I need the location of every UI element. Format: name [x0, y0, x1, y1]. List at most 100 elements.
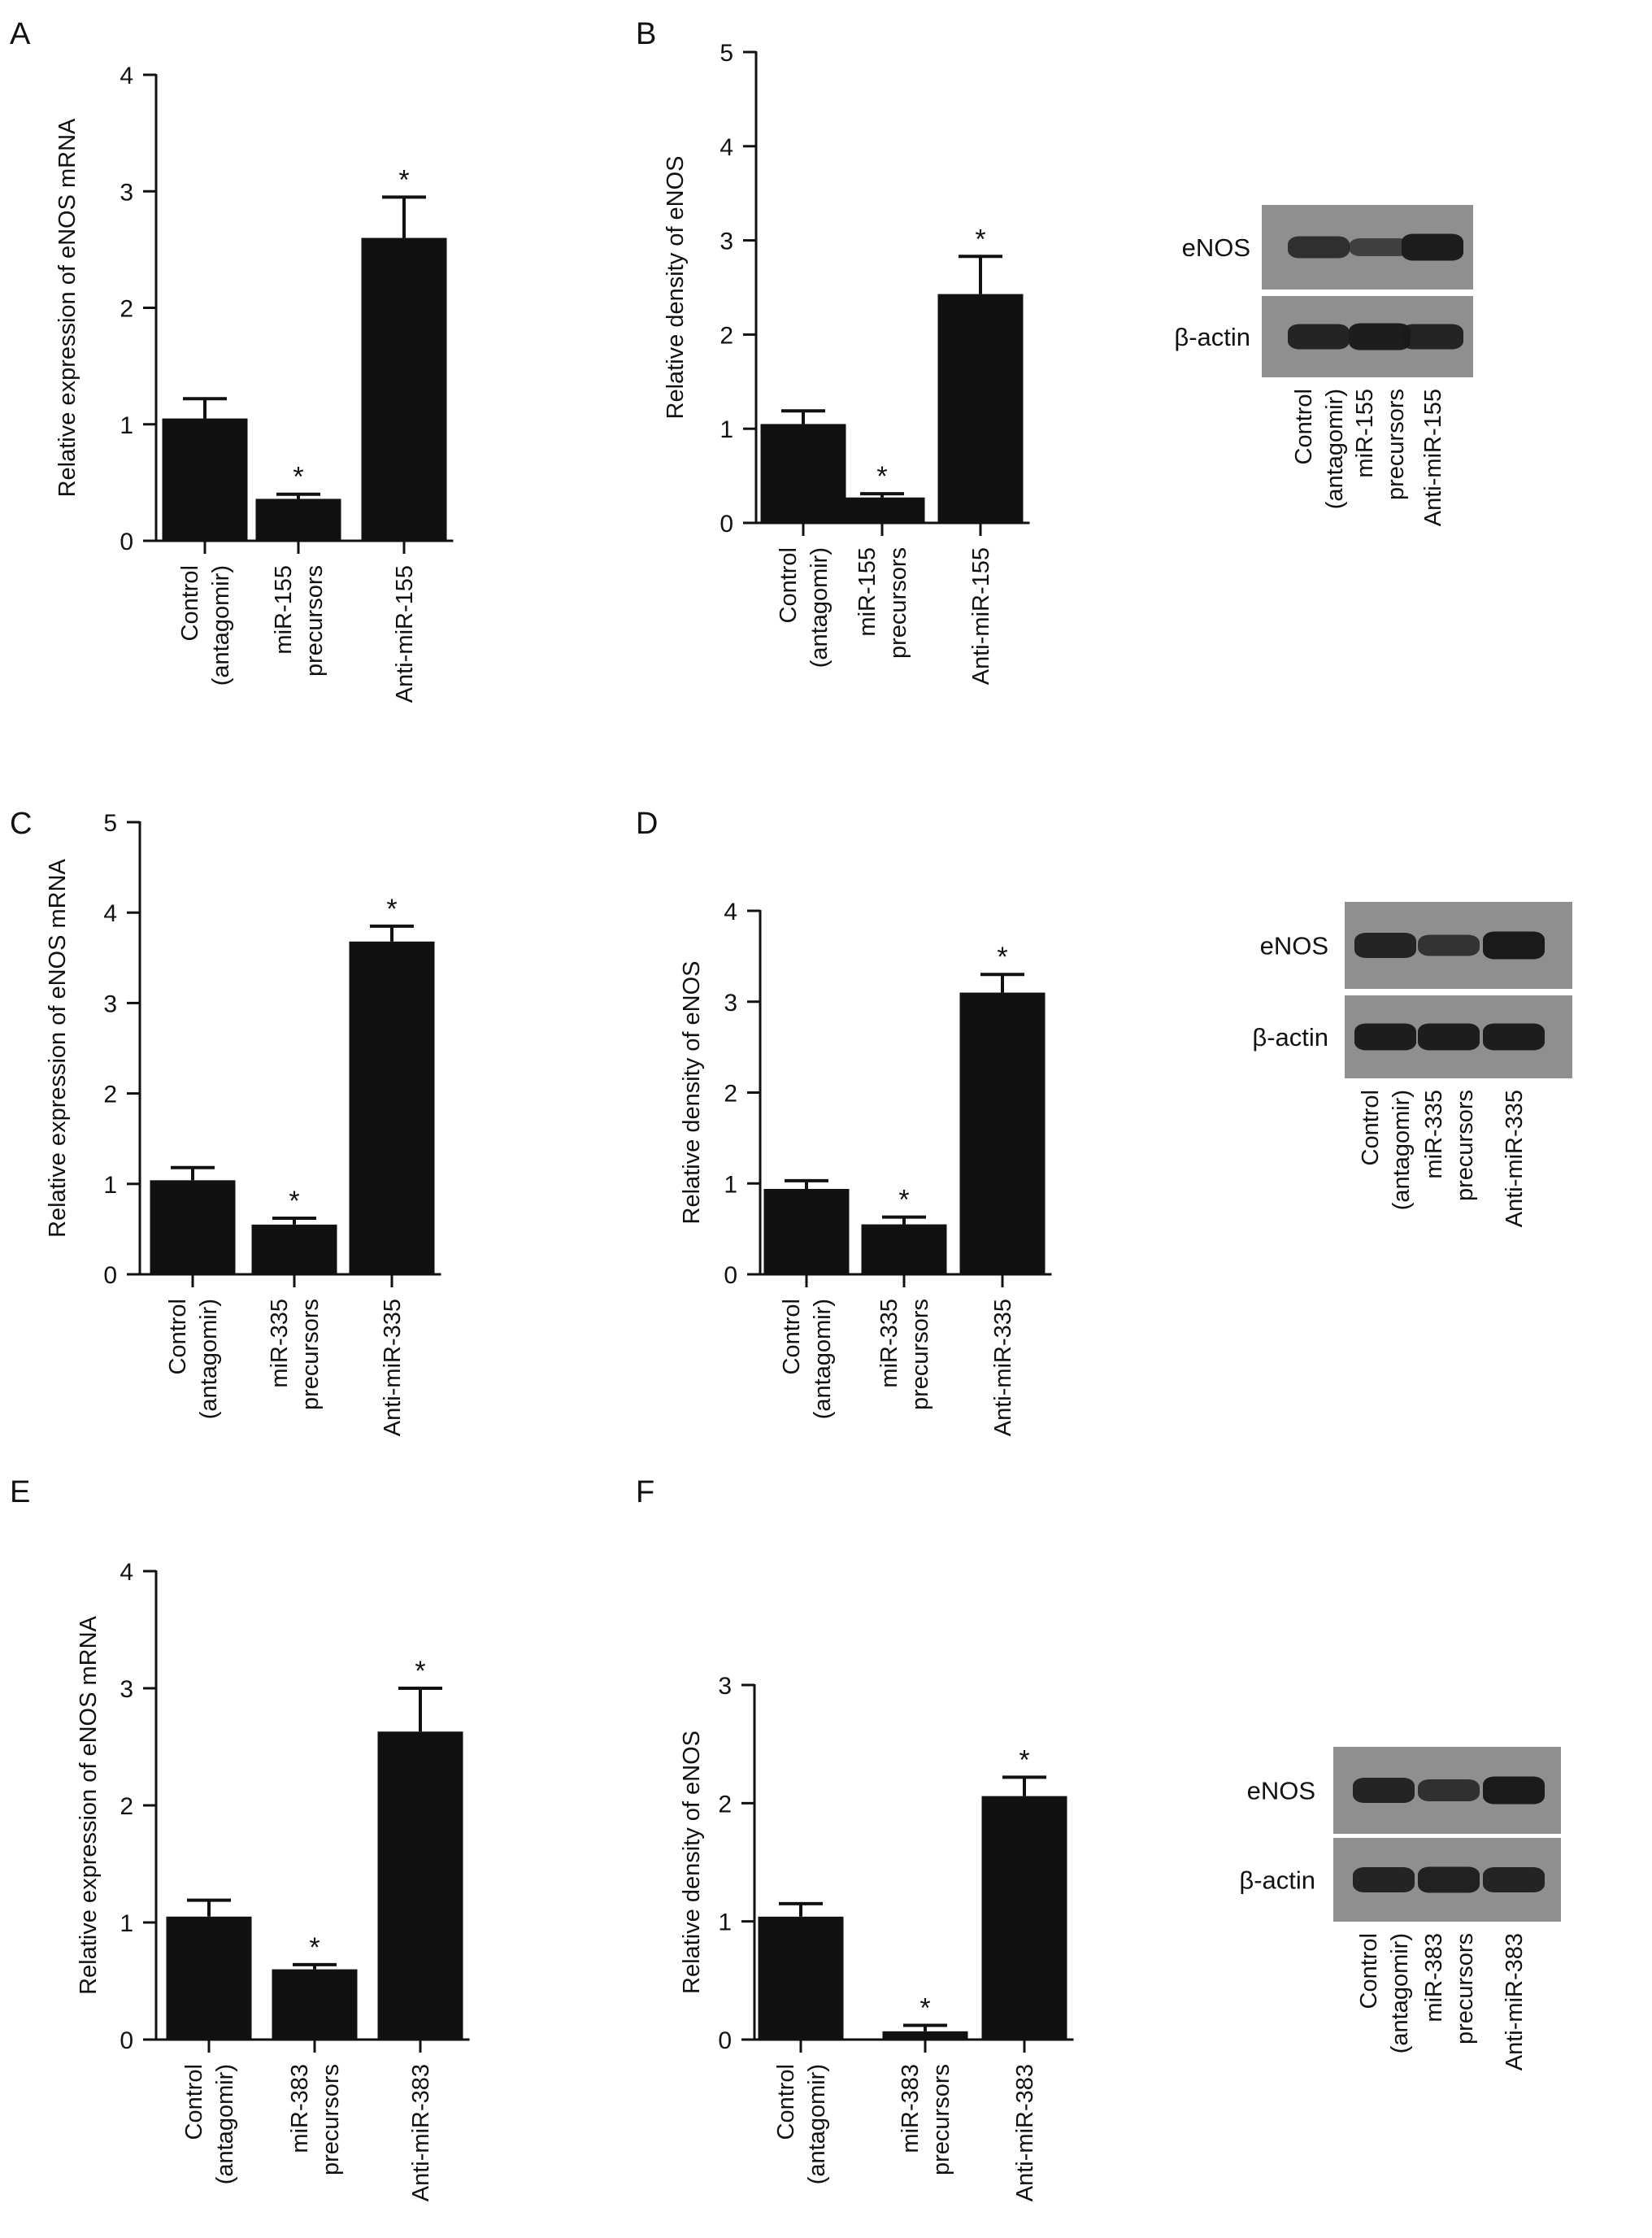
y-tick-label: 2 [718, 1791, 732, 1818]
bar [758, 1916, 844, 2040]
blot-band [1354, 1023, 1416, 1051]
x-tick-label-line: Anti-miR-383 [1012, 2064, 1038, 2201]
x-tick-label-line: Control [177, 565, 203, 642]
x-tick-label-line: miR-155 [854, 547, 880, 637]
x-tick-label-line: Anti-miR-155 [392, 565, 418, 703]
chart-panel-d: D 0 1 2 3 4 Relative density of eNOS Control (an… [636, 807, 1052, 1436]
x-tick-label-line: Anti-miR-335 [990, 1299, 1016, 1436]
bar [882, 2031, 968, 2040]
x-tick-label-line: precursors [885, 547, 911, 659]
blot-lane-label: Anti-miR-383 [1502, 1933, 1528, 2070]
blot-band [1288, 324, 1350, 350]
bar [251, 1224, 337, 1274]
y-axis-label: Relative density of eNOS [679, 1731, 705, 1994]
panel-letter: C [10, 807, 32, 841]
y-tick-label: 4 [120, 1559, 133, 1586]
blot-lane-label: Anti-miR-335 [1502, 1090, 1528, 1227]
blot-lane-label: Control (antagomir) [1291, 389, 1348, 509]
blot-row-label: eNOS [1260, 932, 1328, 960]
blot-lane-label-line: (antagomir) [1322, 389, 1348, 509]
chart-panel-f: F 0 1 2 3 Relative density of eNOS Control (ant… [636, 1475, 1074, 2201]
blot-lane-label-line: Anti-miR-155 [1420, 389, 1446, 526]
y-tick-label: 5 [719, 40, 733, 67]
blot-row-label: β-actin [1174, 323, 1250, 351]
x-tick-label-line: miR-335 [267, 1299, 293, 1388]
blot-lane-label: Control (antagomir) [1356, 1933, 1413, 2053]
bar [377, 1731, 463, 2040]
blot-band [1349, 238, 1411, 256]
y-tick-label: 0 [718, 2027, 732, 2054]
blot-lane-label: Control (antagomir) [1358, 1090, 1415, 1210]
chart-panel-c: C 0 1 2 3 4 5 Relative expression of eNOS mRNA C… [10, 807, 441, 1436]
blot-band [1418, 934, 1480, 956]
x-tick-label-line: miR-155 [271, 565, 297, 655]
panel-letter: B [636, 17, 656, 51]
blot-lane-label-line: precursors [1383, 389, 1409, 500]
x-tick-label-line: miR-335 [876, 1299, 902, 1388]
significance-star: * [398, 164, 409, 195]
x-tick-label-line: precursors [298, 1299, 324, 1410]
bar [349, 941, 435, 1274]
blot-lane-label-line: (antagomir) [1387, 1933, 1413, 2053]
x-tick-label-line: precursors [928, 2064, 954, 2175]
y-tick-label: 0 [120, 529, 133, 555]
x-tick-label-line: (antagomir) [804, 2064, 830, 2184]
y-tick-label: 2 [120, 296, 133, 323]
y-tick-label: 3 [724, 990, 737, 1017]
western-blot-2: eNOS β-actin Control (antagomir) miR-335 prec… [1252, 902, 1572, 1227]
significance-star: * [293, 462, 303, 493]
x-tick-label-line: (antagomir) [810, 1299, 836, 1419]
blot-band [1354, 933, 1416, 958]
x-tick-label-line: Control [181, 2064, 207, 2140]
y-tick-label: 3 [103, 991, 117, 1017]
x-tick-label-line: Anti-miR-335 [380, 1299, 406, 1436]
blot-band [1402, 233, 1463, 261]
y-axis-label: Relative expression of eNOS mRNA [54, 118, 80, 497]
blot-lane-label: Anti-miR-155 [1420, 389, 1446, 526]
x-tick-label: Control (antagomir) [779, 1299, 836, 1419]
y-tick-label: 4 [719, 134, 733, 161]
blot-row-label: β-actin [1239, 1866, 1315, 1895]
significance-star: * [876, 461, 887, 492]
x-tick-label-line: Anti-miR-383 [408, 2064, 434, 2201]
y-tick-label: 1 [120, 412, 133, 439]
panel-letter: A [10, 17, 31, 51]
blot-lane-label-line: miR-335 [1421, 1090, 1447, 1179]
blot-lane-label-line: Control [1291, 389, 1317, 465]
bar [981, 1796, 1067, 2040]
y-tick-label: 3 [120, 1676, 133, 1703]
bar [150, 1180, 236, 1274]
y-tick-label: 1 [724, 1171, 737, 1198]
chart-panel-e: E 0 1 2 3 4 Relative expression of eNOS mRNA Co… [10, 1475, 470, 2201]
bar [760, 424, 846, 523]
x-tick-label: Anti-miR-155 [392, 565, 418, 703]
western-blot-1: eNOS β-actin Control (antagomir) miR-155 prec… [1174, 205, 1473, 526]
blot-lane-label: miR-383 precursors [1421, 1933, 1478, 2044]
significance-star: * [386, 894, 397, 925]
significance-star: * [975, 224, 985, 255]
significance-star: * [1019, 1744, 1029, 1775]
x-tick-label-line: Control [776, 547, 802, 624]
bar [839, 497, 925, 523]
x-tick-label: Anti-miR-335 [990, 1299, 1016, 1436]
x-tick-label: miR-335 precursors [876, 1299, 933, 1410]
blot-lane-label-line: Anti-miR-383 [1502, 1933, 1528, 2070]
blot-band [1353, 1778, 1415, 1803]
x-tick-label: Control (antagomir) [181, 2064, 238, 2184]
y-tick-label: 2 [120, 1793, 133, 1820]
x-tick-label-line: miR-383 [287, 2064, 313, 2153]
bar [959, 992, 1046, 1274]
x-tick-label-line: Control [779, 1299, 805, 1375]
y-tick-label: 5 [103, 810, 117, 837]
significance-star: * [898, 1185, 909, 1216]
x-tick-label: miR-155 precursors [271, 565, 328, 677]
y-axis-label: Relative expression of eNOS mRNA [76, 1615, 102, 1994]
y-tick-label: 0 [719, 511, 733, 538]
x-tick-label-line: precursors [302, 565, 328, 677]
blot-row-label: eNOS [1247, 1777, 1315, 1805]
blot-band [1288, 236, 1350, 259]
blot-band [1402, 324, 1463, 350]
blot-band [1418, 1779, 1480, 1801]
x-tick-label: Control (antagomir) [165, 1299, 222, 1419]
y-tick-label: 3 [719, 229, 733, 255]
